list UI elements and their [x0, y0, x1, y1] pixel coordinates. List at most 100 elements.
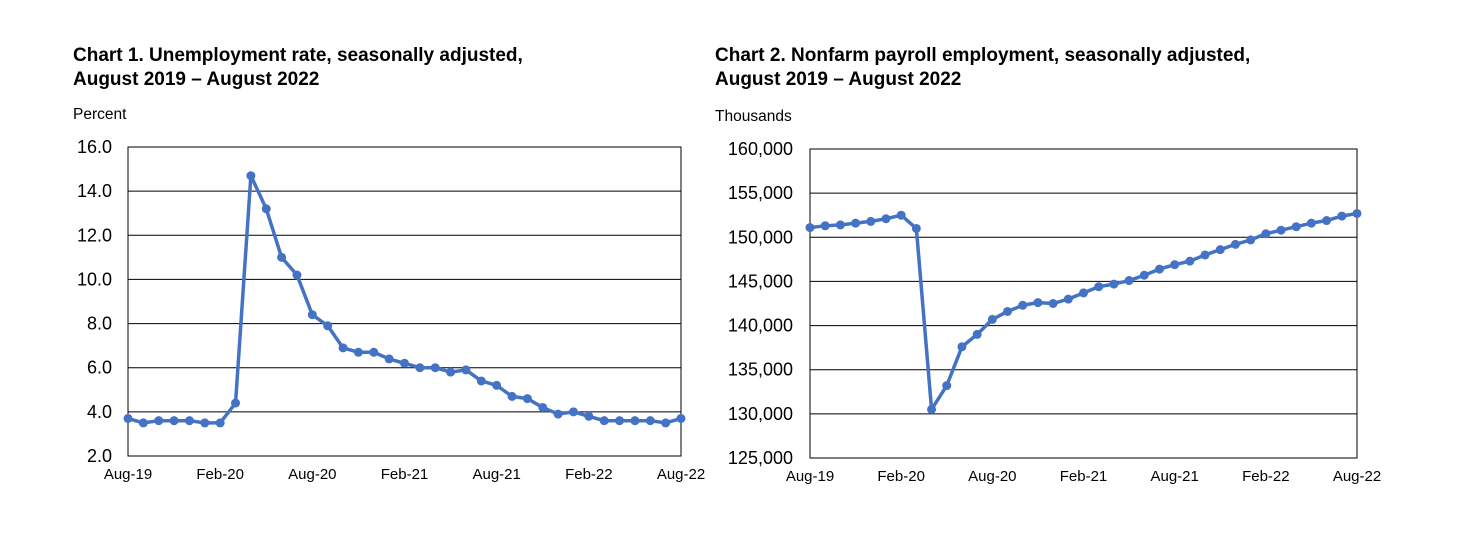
chart1-y-tick-label: 10.0 [77, 269, 112, 289]
chart2-data-point [1352, 208, 1362, 218]
chart2-data-point [1276, 225, 1286, 235]
chart2-data-point [911, 223, 921, 233]
chart2-x-tick-label: Aug-21 [1150, 468, 1198, 485]
chart2-data-point [1018, 300, 1028, 310]
chart1-data-point [568, 407, 578, 417]
chart1-data-point [630, 416, 640, 426]
chart2-plot-frame [809, 148, 1358, 459]
chart2-data-point [1139, 270, 1149, 280]
chart1-plot-frame [127, 146, 682, 457]
chart1-y-tick-label: 6.0 [87, 358, 112, 378]
chart2-y-tick-label: 125,000 [728, 448, 793, 468]
chart2-title-line2: August 2019 – August 2022 [715, 69, 962, 90]
chart2-series-line [809, 211, 1358, 412]
chart2-y-axis-unit-label: Thousands [715, 108, 792, 125]
chart2-x-tick-label: Feb-20 [877, 468, 925, 485]
chart2-data-point [972, 329, 982, 339]
chart2-data-point [896, 210, 906, 220]
chart1-data-point [400, 358, 409, 368]
chart1-data-point [446, 367, 456, 377]
chart2-y-tick-label: 140,000 [728, 316, 793, 336]
chart2-data-point [1094, 282, 1104, 292]
chart1-data-point [169, 416, 179, 426]
chart2-data-point [820, 221, 830, 231]
chart2-data-point [881, 214, 891, 224]
chart1-data-point [522, 394, 532, 404]
chart2-x-tick-label: Feb-21 [1060, 468, 1108, 485]
chart1-plot: 2.0 4.0 6.0 8.0 10.0 12.0 14.0 16.0 Aug-19 Feb-20… [77, 137, 705, 483]
chart2-data-point [1306, 218, 1316, 228]
chart2-y-tick-label: 150,000 [728, 227, 793, 247]
chart1-data-point [430, 363, 440, 373]
chart1-data-point [369, 347, 379, 357]
chart1-data-point [154, 416, 164, 426]
chart2-x-tick-label: Aug-22 [1333, 468, 1381, 485]
chart2-data-point [1033, 298, 1043, 308]
chart1-data-point [215, 418, 225, 428]
chart1-x-tick-label: Aug-21 [472, 466, 520, 483]
chart1-data-point [584, 411, 594, 421]
chart2-data-point [805, 223, 815, 233]
chart2-data-point [851, 218, 861, 228]
chart2-data-point [1230, 239, 1240, 249]
unemployment-chart-panel: Chart 1. Unemployment rate, seasonally a… [73, 44, 705, 483]
chart2-data-point [1337, 211, 1347, 221]
chart2-data-point [835, 220, 845, 230]
chart2-y-tick-label: 145,000 [728, 271, 793, 291]
chart1-y-tick-label: 2.0 [87, 446, 112, 466]
chart1-x-tick-label: Feb-20 [196, 466, 244, 483]
chart2-data-point [1170, 260, 1180, 270]
chart1-data-point [292, 270, 302, 280]
chart2-data-point [1215, 245, 1225, 255]
chart2-y-tick-label: 155,000 [728, 183, 793, 203]
chart1-x-tick-label: Aug-19 [104, 466, 152, 483]
chart1-x-tick-label: Feb-22 [565, 466, 613, 483]
chart1-data-point [231, 398, 241, 408]
chart1-y-tick-label: 14.0 [77, 181, 112, 201]
chart1-data-point [661, 418, 671, 428]
chart1-x-tick-label: Aug-20 [288, 466, 336, 483]
chart1-data-point [461, 365, 471, 375]
chart2-data-point [1048, 299, 1058, 308]
chart1-data-point [353, 347, 363, 357]
chart2-title-line1: Chart 2. Nonfarm payroll employment, sea… [715, 45, 1251, 66]
chart1-data-point [615, 416, 625, 426]
chart2-data-point [942, 381, 952, 391]
chart2-data-point [866, 216, 876, 226]
chart1-title-line2: August 2019 – August 2022 [73, 69, 320, 90]
chart1-y-tick-label: 16.0 [77, 137, 112, 157]
chart1-x-tick-label: Feb-21 [381, 466, 429, 483]
chart1-y-tick-label: 12.0 [77, 225, 112, 245]
chart1-data-point [123, 413, 133, 423]
chart1-data-point [200, 418, 210, 428]
chart1-data-point [676, 413, 686, 423]
chart1-data-point [645, 416, 655, 426]
chart1-data-point [553, 409, 563, 419]
chart2-y-tick-label: 160,000 [728, 139, 793, 159]
chart1-data-point [323, 321, 333, 331]
chart1-data-point [538, 402, 548, 412]
payroll-chart-panel: Chart 2. Nonfarm payroll employment, sea… [715, 0, 1484, 544]
chart1-data-point [476, 376, 486, 386]
chart1-title-line1: Chart 1. Unemployment rate, seasonally a… [73, 45, 523, 66]
chart2-x-tick-label: Aug-19 [786, 468, 834, 485]
chart2-y-tick-label: 135,000 [728, 360, 793, 380]
chart2-data-point [1322, 216, 1332, 226]
chart1-title: Chart 1. Unemployment rate, seasonally a… [73, 44, 523, 92]
chart1-data-point [246, 171, 256, 181]
chart2-data-point [1154, 264, 1164, 274]
chart2-title: Chart 2. Nonfarm payroll employment, sea… [715, 44, 1250, 92]
chart1-data-point [599, 416, 609, 426]
chart2-data-point [1291, 222, 1301, 232]
chart2-data-point [1124, 276, 1134, 286]
chart1-data-point [277, 252, 287, 262]
chart2-data-point [1063, 294, 1073, 304]
chart2-data-point [1109, 279, 1119, 289]
chart1-data-point [138, 418, 148, 428]
chart2-data-point [1003, 306, 1013, 316]
chart1-data-point [507, 391, 517, 401]
chart1-y-axis-unit-label: Percent [73, 106, 127, 123]
chart1-data-point [307, 310, 317, 320]
chart2-x-tick-label: Aug-20 [968, 468, 1016, 485]
